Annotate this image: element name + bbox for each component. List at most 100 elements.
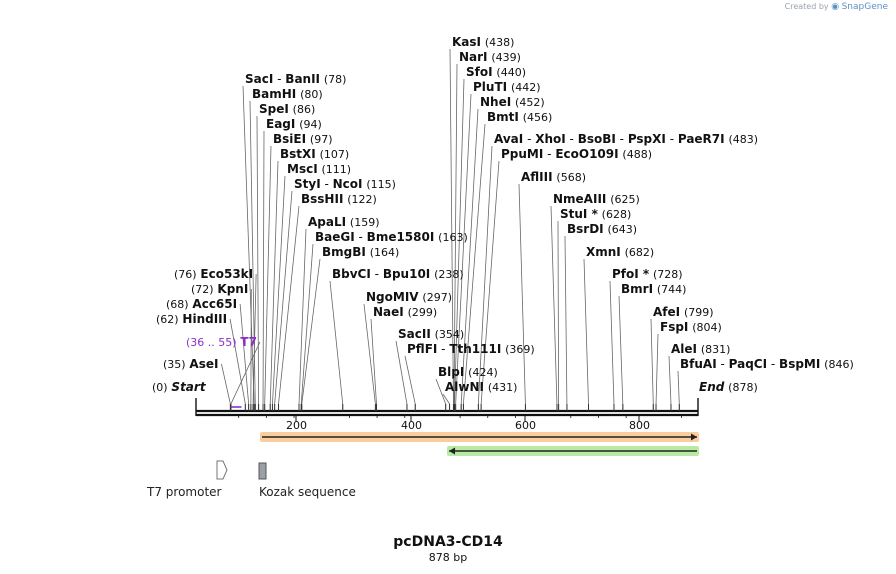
plasmid-length: 878 bp [428, 551, 468, 564]
label-text-sfoi: SfoI (440) [466, 65, 526, 79]
site-label-msci[interactable]: MscI (111) [287, 162, 351, 176]
label-text-ppumi-ecoo109i: PpuMI - EcoO109I (488) [501, 147, 652, 161]
enzyme-name: NcoI [333, 177, 363, 191]
enzyme-name: PspXI [628, 132, 666, 146]
site-position: (625) [610, 193, 640, 206]
site-label-asei[interactable]: (35) AseI [163, 357, 218, 371]
site-label-spei[interactable]: SpeI (86) [259, 102, 315, 116]
site-position: (442) [511, 81, 541, 94]
plasmid-name: pcDNA3-CD14 [393, 534, 503, 550]
site-label-ngomiv[interactable]: NgoMIV (297) [366, 290, 452, 304]
site-position: (369) [505, 343, 535, 356]
site-label-bstxi[interactable]: BstXI (107) [280, 147, 349, 161]
site-label-bmti[interactable]: BmtI (456) [487, 110, 552, 124]
site-position: (97) [310, 133, 333, 146]
label-text-t7: (36 .. 55) T7 [186, 335, 257, 349]
ruler-label-200: 200 [286, 419, 307, 432]
site-label-eagi[interactable]: EagI (94) [266, 117, 322, 131]
site-label-end[interactable]: End (878) [699, 380, 758, 394]
site-label-apali[interactable]: ApaLI (159) [308, 215, 380, 229]
site-label-pfoi[interactable]: PfoI * (728) [612, 267, 683, 281]
label-text-bmri: BmrI (744) [621, 282, 686, 296]
site-label-pluti[interactable]: PluTI (442) [473, 80, 541, 94]
site-position: (159) [350, 216, 380, 229]
site-position: (94) [299, 118, 322, 131]
green-feature[interactable] [447, 446, 699, 456]
site-label-avai-xhoi-bsobi-pspxi-paer7i[interactable]: AvaI - XhoI - BsoBI - PspXI - PaeR7I (48… [494, 132, 758, 146]
site-label-bmri[interactable]: BmrI (744) [621, 282, 686, 296]
label-text-xmni: XmnI (682) [586, 245, 654, 259]
site-label-ppumi-ecoo109i[interactable]: PpuMI - EcoO109I (488) [501, 147, 652, 161]
site-label-bbvci-bpu10i[interactable]: BbvCI - Bpu10I (238) [332, 267, 464, 281]
site-label-naei[interactable]: NaeI (299) [373, 305, 437, 319]
leader-acc65i [239, 303, 250, 411]
enzyme-name: PaqCI [729, 357, 767, 371]
label-text-eco53ki: (76) Eco53kI [174, 267, 253, 281]
site-label-baegi-bme1580i[interactable]: BaeGI - Bme1580I (163) [315, 230, 468, 244]
site-position: (72) [191, 283, 214, 296]
site-label-alei[interactable]: AleI (831) [671, 342, 730, 356]
site-position: (440) [496, 66, 526, 79]
site-label-start[interactable]: (0) Start [152, 380, 207, 394]
label-text-bbvci-bpu10i: BbvCI - Bpu10I (238) [332, 267, 464, 281]
site-label-stui[interactable]: StuI * (628) [560, 207, 631, 221]
site-label-bfuai-paqci-bspmi[interactable]: BfuAI - PaqCI - BspMI (846) [680, 357, 854, 371]
leader-nmeaiii [550, 205, 558, 411]
enzyme-name: NmeAIII [553, 192, 606, 206]
site-label-blpi[interactable]: BlpI (424) [438, 365, 498, 379]
site-label-sacii[interactable]: SacII (354) [398, 327, 464, 341]
site-label-nhei[interactable]: NheI (452) [480, 95, 545, 109]
enzyme-name: T7 [240, 335, 257, 349]
enzyme-name: AleI [671, 342, 697, 356]
site-label-kpni[interactable]: (72) KpnI [191, 282, 248, 296]
site-label-nmeaiii[interactable]: NmeAIII (625) [553, 192, 640, 206]
site-position: (299) [408, 306, 438, 319]
enzyme-name: FspI [660, 320, 688, 334]
enzyme-name: BstXI [280, 147, 316, 161]
label-text-bsshii: BssHII (122) [301, 192, 377, 206]
site-label-t7[interactable]: (36 .. 55) T7 [186, 335, 257, 349]
site-label-nari[interactable]: NarI (439) [459, 50, 521, 64]
enzyme-name: BamHI [252, 87, 296, 101]
site-label-xmni[interactable]: XmnI (682) [586, 245, 654, 259]
site-position: (744) [657, 283, 687, 296]
enzyme-name: Bpu10I [383, 267, 430, 281]
site-position: (107) [320, 148, 350, 161]
site-label-acc65i[interactable]: (68) Acc65I [166, 297, 237, 311]
label-text-pluti: PluTI (442) [473, 80, 541, 94]
ruler-label-400: 400 [401, 419, 422, 432]
site-label-eco53ki[interactable]: (76) Eco53kI [174, 267, 253, 281]
label-text-kasi: KasI (438) [452, 35, 514, 49]
site-label-hindiii[interactable]: (62) HindIII [156, 312, 227, 326]
enzyme-name: XmnI [586, 245, 621, 259]
site-label-afliii[interactable]: AflIII (568) [521, 170, 586, 184]
site-label-alwni[interactable]: AlwNI (431) [445, 380, 517, 394]
orange-feature[interactable] [260, 432, 699, 442]
site-label-bsiei[interactable]: BsiEI (97) [273, 132, 333, 146]
site-label-bmgbi[interactable]: BmgBI (164) [322, 245, 399, 259]
leader-eagi [262, 130, 265, 411]
site-label-bsshii[interactable]: BssHII (122) [301, 192, 377, 206]
site-label-fspi[interactable]: FspI (804) [660, 320, 722, 334]
site-label-saci-banii[interactable]: SacI - BanII (78) [245, 72, 346, 86]
site-label-styi-ncoi[interactable]: StyI - NcoI (115) [294, 177, 396, 191]
features [260, 432, 699, 456]
site-label-afei[interactable]: AfeI (799) [653, 305, 714, 319]
site-label-sfoi[interactable]: SfoI (440) [466, 65, 526, 79]
enzyme-name: PflFI [407, 342, 437, 356]
label-text-bfuai-paqci-bspmi: BfuAI - PaqCI - BspMI (846) [680, 357, 854, 371]
label-text-alei: AleI (831) [671, 342, 730, 356]
enzyme-labels: (0) Start (35) AseI (36 .. 55) T7 (62) Hind… [152, 35, 854, 394]
enzyme-name: SpeI [259, 102, 289, 116]
site-label-kasi[interactable]: KasI (438) [452, 35, 514, 49]
site-label-pflfi-tth111i[interactable]: PflFI - Tth111I (369) [407, 342, 535, 356]
site-label-bamhi[interactable]: BamHI (80) [252, 87, 323, 101]
label-text-start: (0) Start [152, 380, 207, 394]
orange-feature-arrowhead [691, 433, 697, 441]
site-label-bsrdi[interactable]: BsrDI (643) [567, 222, 637, 236]
label-text-baegi-bme1580i: BaeGI - Bme1580I (163) [315, 230, 468, 244]
enzyme-name: BlpI [438, 365, 464, 379]
enzyme-name: Bme1580I [367, 230, 435, 244]
site-position: (163) [438, 231, 468, 244]
